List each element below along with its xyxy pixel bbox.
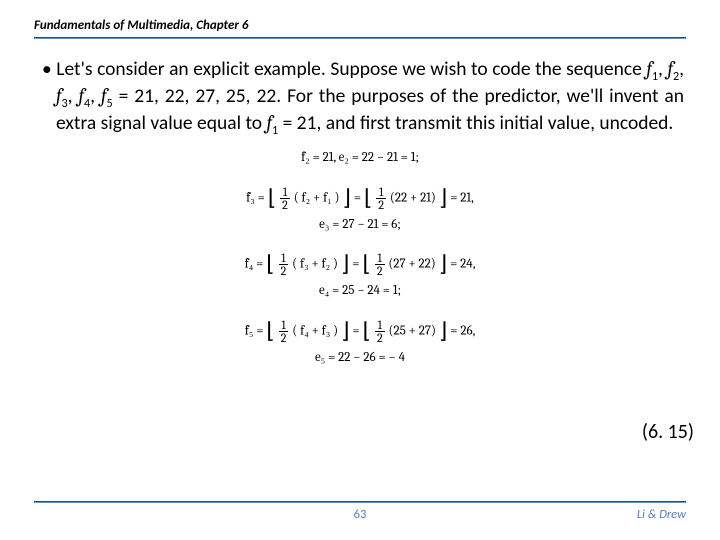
eq-line-5: f̂₄ = ⌊ 12 ( f₃ + f₂ ) ⌋ = ⌊ 12 (27 + 22… xyxy=(34,252,686,277)
eq-line-6: e₄ = 25 − 24 = 1; xyxy=(34,281,686,301)
eq3-eq: = xyxy=(354,191,364,206)
eq3-in2: (22 + 21) xyxy=(390,191,436,206)
frac-6-d: 2 xyxy=(375,332,385,344)
frac-2-d: 2 xyxy=(376,199,386,211)
rfloor-icon-3: ⌋ xyxy=(341,254,350,274)
equation-number: (6. 15) xyxy=(642,420,694,444)
rfloor-icon-5: ⌋ xyxy=(341,321,350,341)
lfloor-icon-2: ⌊ xyxy=(364,188,373,208)
eq5-tail: = 24, xyxy=(450,257,475,272)
eq7-in2: (25 + 27) xyxy=(389,324,436,339)
frac-5-d: 2 xyxy=(279,332,289,344)
rfloor-icon-2: ⌋ xyxy=(439,188,448,208)
eq3-lead: f̂₃ = xyxy=(246,191,268,206)
footer-authors: Li & Drew xyxy=(637,507,686,522)
eq1-b: ₂ = 21, e₂ = 22 − 21 = 1; xyxy=(305,150,419,165)
header-title: Fundamentals of Multimedia, Chapter 6 xyxy=(34,18,686,37)
frac-1: 12 xyxy=(280,186,290,211)
header-rule xyxy=(34,37,686,39)
eq7-eq: = xyxy=(352,324,362,339)
eq5-eq: = xyxy=(352,257,362,272)
rfloor-icon-6: ⌋ xyxy=(439,321,448,341)
footer-rule xyxy=(34,501,686,503)
frac-6: 12 xyxy=(375,319,385,344)
frac-1-d: 2 xyxy=(280,199,290,211)
text-c: = 21, and first transmit this initial va… xyxy=(278,111,673,135)
frac-4: 12 xyxy=(375,252,385,277)
lfloor-icon-6: ⌊ xyxy=(362,321,371,341)
page-number: 63 xyxy=(34,507,686,522)
lfloor-icon: ⌊ xyxy=(268,188,277,208)
frac-3-d: 2 xyxy=(279,265,289,277)
frac-4-d: 2 xyxy=(375,265,385,277)
eq-line-3: f̂₃ = ⌊ 12 ( f₂ + f₁ ) ⌋ = ⌊ 12 (22 + 21… xyxy=(34,186,686,211)
lfloor-icon-4: ⌊ xyxy=(362,254,371,274)
rfloor-icon: ⌋ xyxy=(342,188,351,208)
eq3-in1: ( f₂ + f₁ ) xyxy=(294,191,340,206)
slide: Fundamentals of Multimedia, Chapter 6 • … xyxy=(0,0,720,540)
frac-3: 12 xyxy=(279,252,289,277)
c2: , xyxy=(679,57,684,81)
lfloor-icon-5: ⌊ xyxy=(266,321,275,341)
equation-block: f̂₂ = 21, e₂ = 22 − 21 = 1; f̂₃ = ⌊ 12 (… xyxy=(34,148,686,367)
footer-row: 63 Li & Drew xyxy=(34,507,686,522)
body-paragraph: • Let's consider an explicit example. Su… xyxy=(34,57,686,138)
eq-line-8: e₅ = 22 − 26 = − 4 xyxy=(34,348,686,368)
text-a: Let's consider an explicit example. Supp… xyxy=(56,57,646,81)
frac-5: 12 xyxy=(279,319,289,344)
eq7-in1: ( f₄ + f₃ ) xyxy=(292,324,338,339)
eq-line-4: e₃ = 27 − 21 = 6; xyxy=(34,215,686,235)
eq7-tail: = 26, xyxy=(450,324,475,339)
eq5-in1: ( f₃ + f₂ ) xyxy=(292,257,338,272)
eq5-in2: (27 + 22) xyxy=(388,257,435,272)
lfloor-icon-3: ⌊ xyxy=(266,254,275,274)
footer: 63 Li & Drew xyxy=(34,501,686,522)
c3: , xyxy=(68,84,79,108)
frac-2: 12 xyxy=(376,186,386,211)
eq3-tail: = 21, xyxy=(450,191,474,206)
eq7-lead: f̂₅ = xyxy=(245,324,267,339)
c4: , xyxy=(90,84,101,108)
eq5-lead: f̂₄ = xyxy=(245,257,267,272)
eq-line-7: f̂₅ = ⌊ 12 ( f₄ + f₃ ) ⌋ = ⌊ 12 (25 + 27… xyxy=(34,319,686,344)
rfloor-icon-4: ⌋ xyxy=(439,254,448,274)
eq-line-1: f̂₂ = 21, e₂ = 22 − 21 = 1; xyxy=(34,148,686,168)
bullet: • xyxy=(42,57,56,81)
